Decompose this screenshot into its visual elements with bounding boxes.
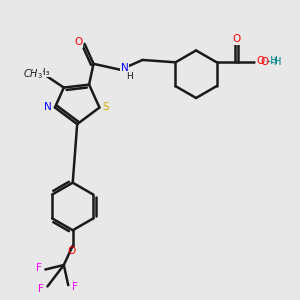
Text: H: H bbox=[126, 72, 133, 81]
Text: -H: -H bbox=[271, 57, 282, 67]
Text: F: F bbox=[72, 282, 78, 292]
Text: N: N bbox=[44, 103, 52, 112]
Text: O: O bbox=[257, 56, 265, 66]
Text: O: O bbox=[232, 34, 241, 44]
Text: O: O bbox=[67, 246, 75, 256]
Text: O: O bbox=[260, 57, 268, 67]
Text: CH₃: CH₃ bbox=[33, 68, 50, 76]
Text: $CH_3$: $CH_3$ bbox=[23, 67, 43, 80]
Text: N: N bbox=[121, 63, 129, 73]
Text: F: F bbox=[38, 284, 44, 294]
Text: –H: –H bbox=[266, 56, 279, 66]
Text: F: F bbox=[36, 263, 42, 273]
Text: O: O bbox=[74, 38, 83, 47]
Text: S: S bbox=[103, 103, 109, 112]
